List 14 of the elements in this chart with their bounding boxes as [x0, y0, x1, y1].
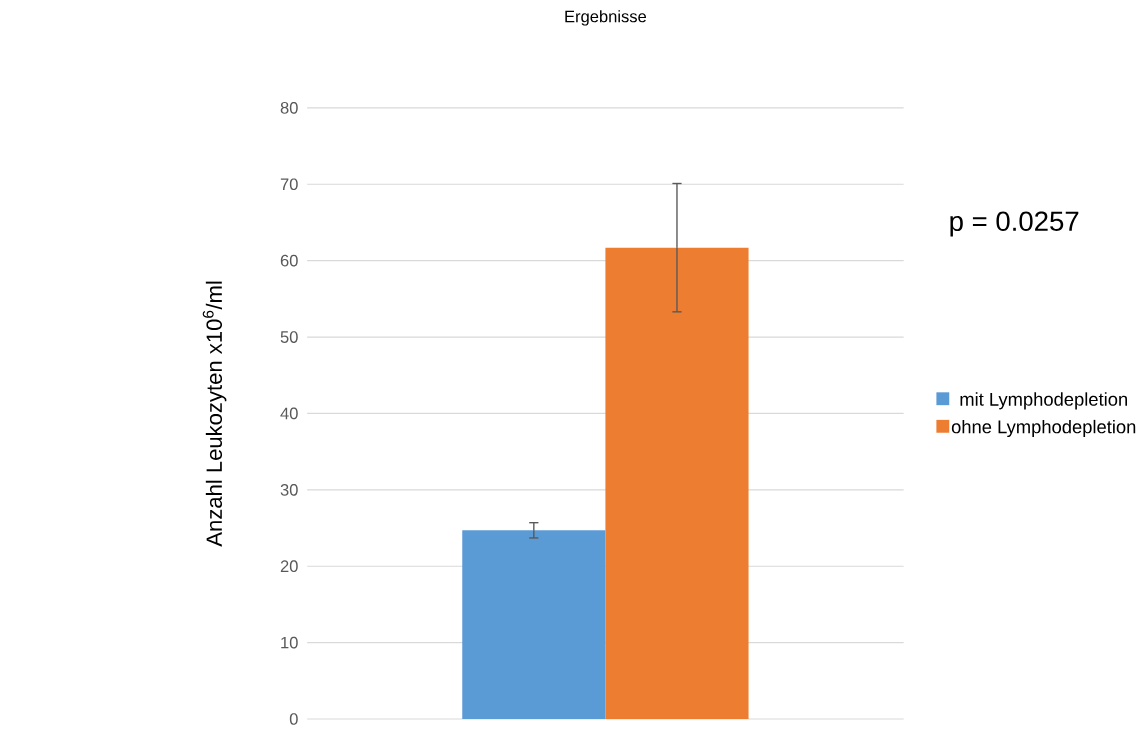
y-tick-label: 50	[280, 331, 298, 343]
y-axis-title: Anzahl Leukozyten x10$^{6}$/ml	[202, 281, 227, 547]
y-tick-label: 10	[281, 636, 298, 649]
legend-label: mit Lymphodepletion	[960, 392, 1127, 410]
y-tick-label: 80	[280, 101, 298, 114]
y-tick-label: 20	[280, 560, 298, 572]
chart-title: Ergebnisse	[565, 10, 647, 26]
y-tick-label: 70	[280, 178, 298, 190]
y-tick-label: 40	[280, 407, 298, 420]
text: p = 0.0257	[950, 211, 1079, 237]
y-tick-label: 60	[280, 254, 298, 267]
legend-label: ohne Lymphodepletion	[951, 419, 1136, 437]
y-tick-label: 0	[289, 713, 298, 725]
y-tick-label: 30	[280, 483, 298, 496]
